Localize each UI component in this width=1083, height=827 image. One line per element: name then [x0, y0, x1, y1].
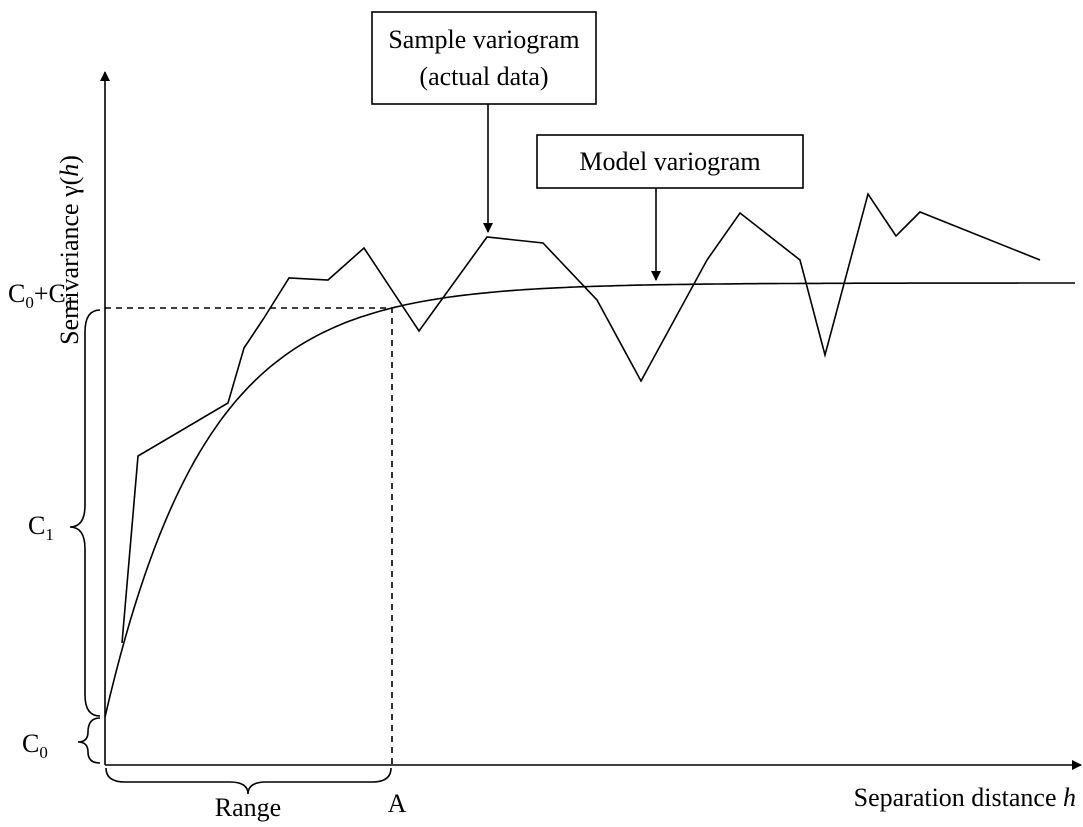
- sample-callout: Sample variogram: [388, 25, 579, 54]
- nugget-label: C0: [22, 729, 48, 762]
- sample-variogram: [121, 192, 1041, 644]
- sample-callout: (actual data): [419, 62, 548, 91]
- brace: [69, 309, 101, 717]
- sill-label: C0+C1: [8, 279, 74, 312]
- range-guide: [105, 307, 393, 765]
- range-label: Range: [215, 793, 281, 822]
- range-point-label: A: [388, 789, 407, 818]
- brace: [77, 717, 101, 764]
- partial-sill-label: C1: [28, 511, 54, 544]
- x-axis-label: Separation distance h: [854, 783, 1076, 812]
- model-callout: Model variogram: [579, 147, 760, 176]
- model-callout-box: [536, 134, 804, 189]
- y-axis-label: Semivariance γ(h): [55, 155, 84, 345]
- model-variogram: [104, 282, 1075, 718]
- sample-callout-box: [371, 11, 597, 105]
- brace: [105, 767, 392, 795]
